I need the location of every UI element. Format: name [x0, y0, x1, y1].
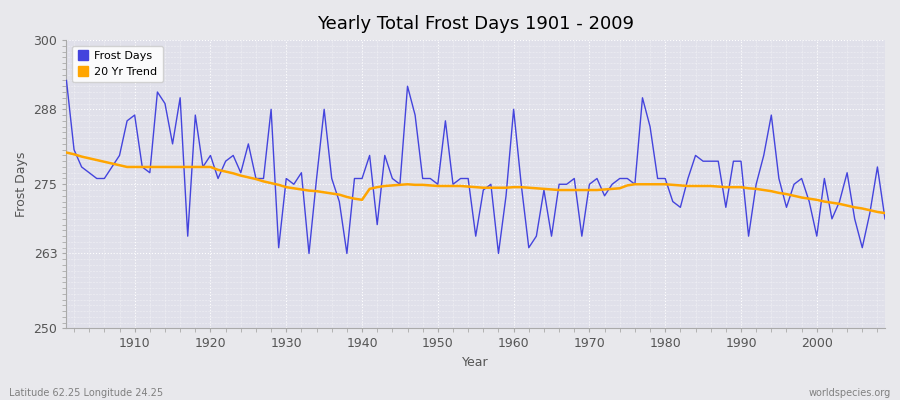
Title: Yearly Total Frost Days 1901 - 2009: Yearly Total Frost Days 1901 - 2009: [317, 15, 634, 33]
Text: Latitude 62.25 Longitude 24.25: Latitude 62.25 Longitude 24.25: [9, 388, 163, 398]
X-axis label: Year: Year: [463, 356, 489, 369]
Legend: Frost Days, 20 Yr Trend: Frost Days, 20 Yr Trend: [72, 46, 163, 82]
Text: worldspecies.org: worldspecies.org: [809, 388, 891, 398]
Y-axis label: Frost Days: Frost Days: [15, 152, 28, 217]
